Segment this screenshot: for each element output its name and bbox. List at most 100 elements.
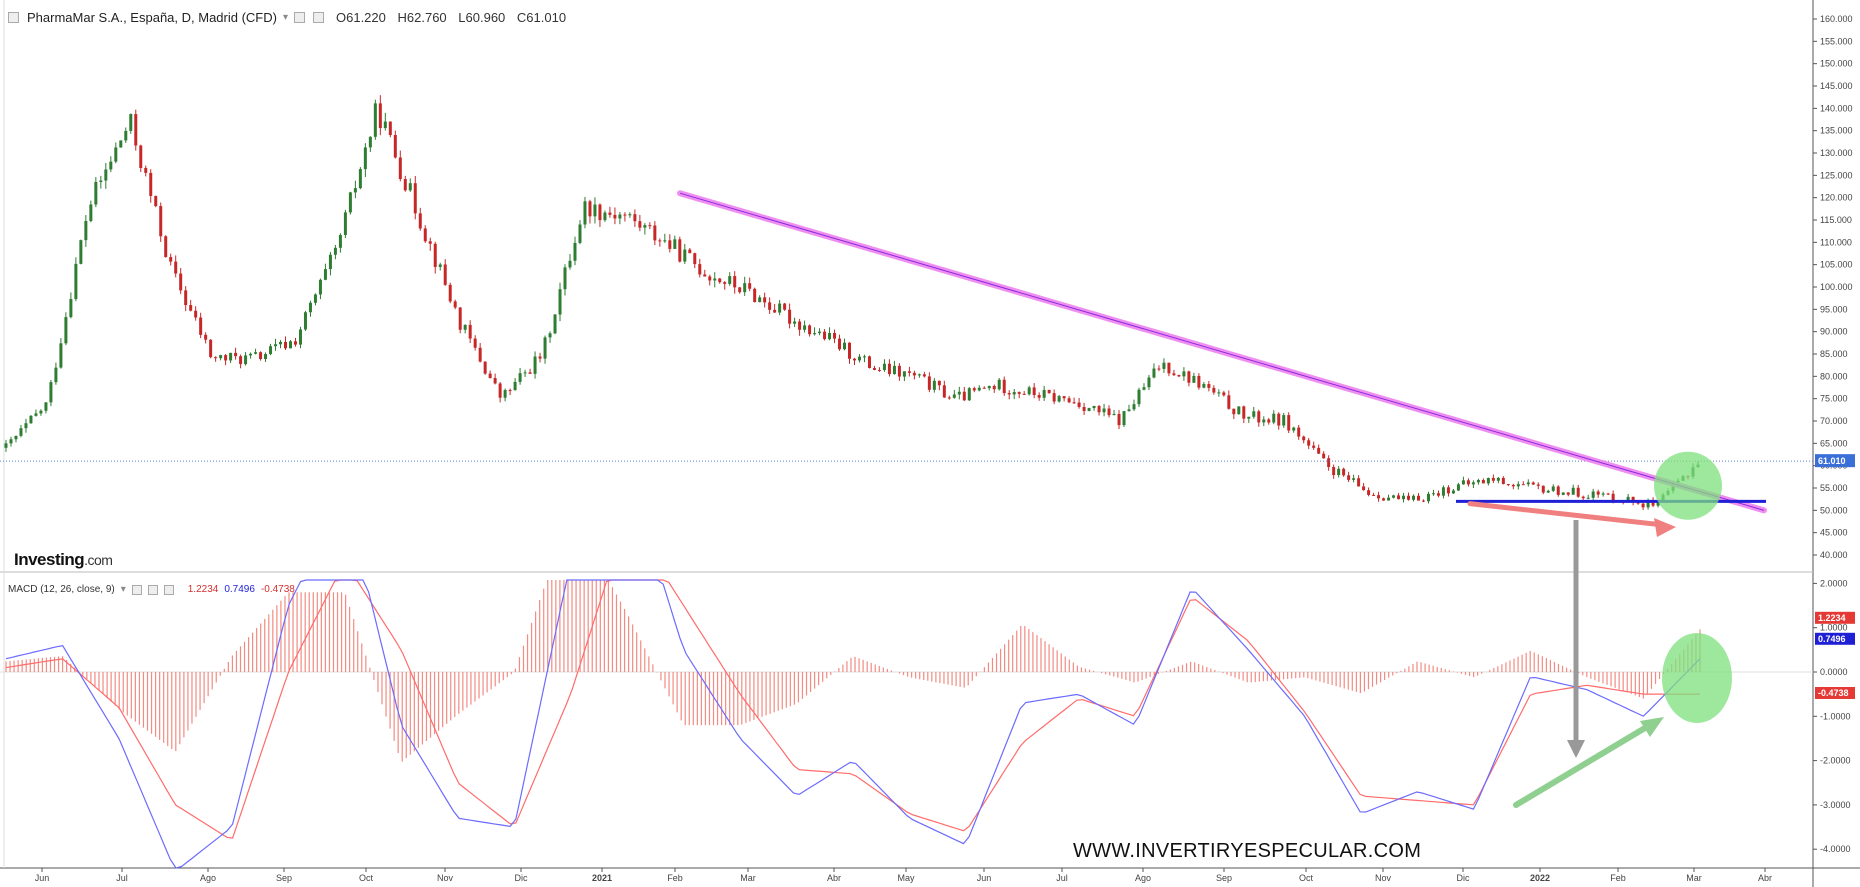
settings-icon[interactable] — [294, 11, 305, 23]
macd-hist-bar — [1654, 672, 1657, 684]
candle-body — [313, 294, 317, 303]
candle-body — [688, 249, 692, 254]
candle-body — [533, 356, 537, 374]
macd-hist-bar — [90, 672, 92, 683]
macd-hist-bar — [1036, 635, 1038, 672]
candle-body — [768, 302, 772, 310]
macd-hist-bar — [927, 672, 929, 681]
candle-body — [1077, 402, 1081, 407]
candle-body — [269, 346, 273, 355]
symbol-dropdown-icon[interactable]: ▾ — [282, 11, 288, 23]
symbol-title[interactable]: PharmaMar S.A., España, D, Madrid (CFD) — [27, 9, 277, 25]
macd-hist-bar — [405, 672, 407, 759]
macd-hist-bar — [1456, 672, 1459, 673]
macd-hist-bar — [86, 672, 88, 680]
macd-hist-bar — [1008, 639, 1010, 672]
candle-body — [254, 352, 258, 354]
candle-body — [713, 278, 717, 281]
macd-hist-bar — [1404, 668, 1406, 672]
macd-hist-bar — [1206, 667, 1208, 672]
candle-body — [573, 242, 577, 261]
candle-body — [823, 331, 827, 340]
macd-hist-bar — [543, 588, 545, 672]
chart-header: PharmaMar S.A., España, D, Madrid (CFD) … — [8, 8, 574, 26]
macd-hist-bar — [923, 672, 925, 681]
macd-header: MACD (12, 26, close, 9) ▾ 1.2234 0.7496 … — [8, 584, 295, 595]
macd-hist-bar — [729, 672, 731, 726]
hide-icon[interactable] — [313, 11, 324, 23]
last-price-label: 61.010 — [1818, 456, 1846, 466]
macd-tick-label: -3.0000 — [1820, 800, 1851, 810]
candle-body — [783, 303, 787, 310]
macd-hist-bar — [126, 672, 128, 716]
macd-hist-bar — [138, 672, 141, 725]
time-tick-label: Dic — [1457, 873, 1470, 883]
macd-hist-bar — [215, 672, 217, 683]
macd-value-2: 0.7496 — [224, 584, 255, 595]
macd-label[interactable]: MACD (12, 26, close, 9) — [8, 584, 115, 595]
macd-hist-bar — [898, 672, 901, 674]
macd-hist-bar — [1650, 672, 1653, 689]
candle-body — [1506, 484, 1510, 486]
macd-hist-bar — [902, 672, 905, 676]
macd-hist-bar — [1299, 672, 1301, 678]
macd-hist-bar — [1266, 672, 1269, 681]
macd-hist-bar — [1214, 670, 1216, 672]
macd-hist-bar — [858, 658, 860, 672]
candle-body — [957, 391, 961, 395]
candle-body — [1097, 406, 1101, 413]
macd-hist-bar — [474, 672, 476, 702]
candle-body — [1531, 482, 1535, 485]
price-tick-label: 150.000 — [1820, 59, 1853, 69]
macd-hist-bar — [959, 672, 961, 687]
macd-dropdown-icon[interactable]: ▾ — [120, 584, 126, 595]
macd-close-icon[interactable] — [163, 584, 174, 595]
candle-body — [259, 352, 263, 359]
candle-body — [24, 423, 28, 429]
candle-body — [743, 283, 747, 293]
macd-divergence-arrowhead — [1640, 717, 1664, 737]
macd-hide-icon[interactable] — [147, 584, 158, 595]
macd-hist-bar — [1250, 672, 1252, 683]
macd-settings-icon[interactable] — [131, 584, 142, 595]
candle-body — [1217, 392, 1221, 394]
macd-hist-bar — [571, 580, 573, 672]
collapse-icon[interactable] — [8, 11, 19, 23]
candle-body — [398, 157, 402, 180]
macd-hist-bar — [777, 672, 779, 711]
macd-hist-bar — [62, 656, 64, 672]
macd-hist-bar — [943, 672, 945, 684]
macd-hist-bar — [478, 672, 480, 699]
macd-hist-bar — [57, 656, 60, 672]
candle-body — [284, 341, 288, 349]
macd-hist-bar — [838, 668, 840, 672]
candle-body — [763, 297, 767, 303]
macd-hist-bar — [1117, 672, 1119, 678]
macd-hist-bar — [292, 592, 294, 672]
macd-hist-bar — [425, 672, 428, 742]
macd-hist-bar — [765, 672, 767, 716]
candle-body — [1127, 409, 1131, 412]
macd-hist-bar — [862, 659, 864, 672]
macd-hist-bar — [110, 672, 112, 702]
candle-body — [623, 214, 627, 216]
macd-hist-bar — [417, 672, 419, 748]
candle-body — [1297, 427, 1301, 437]
candle-body — [877, 369, 881, 371]
macd-hist-bar — [1646, 672, 1649, 694]
macd-tick-label: 0.0000 — [1820, 667, 1848, 677]
macd-hist-bar — [429, 672, 432, 738]
candle-body — [29, 415, 33, 424]
candle-body — [1402, 495, 1406, 500]
time-tick-label: Feb — [667, 873, 683, 883]
macd-hist-bar — [1165, 670, 1167, 672]
candle-body — [618, 214, 622, 219]
candle-body — [64, 317, 68, 344]
macd-hist-bar — [1339, 672, 1341, 688]
macd-hist-bar — [692, 672, 694, 726]
candle-body — [1392, 495, 1396, 498]
candle-body — [139, 145, 143, 168]
macd-hist-bar — [725, 672, 727, 726]
macd-hist-bar — [676, 672, 678, 713]
